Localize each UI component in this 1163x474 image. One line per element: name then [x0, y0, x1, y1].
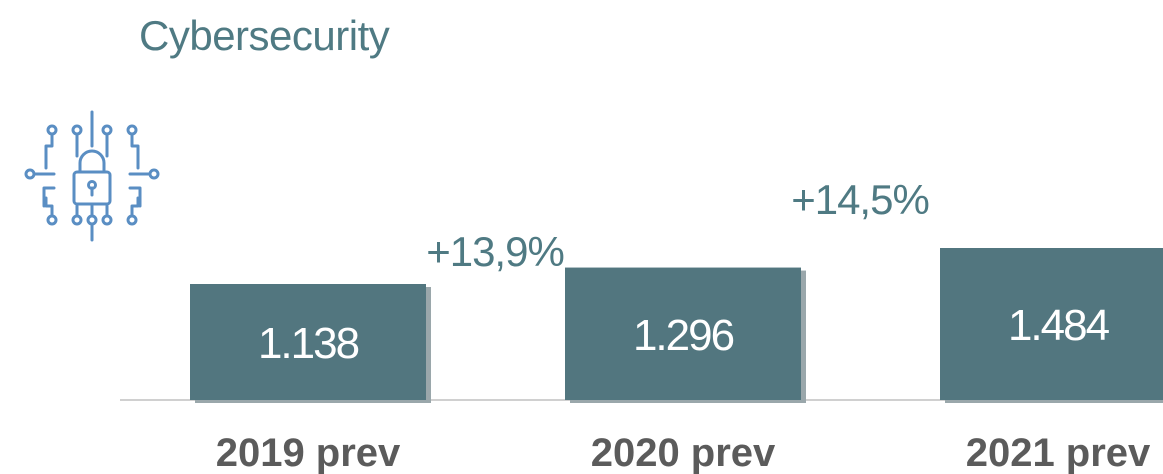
x-tick-label: 2019 prev	[216, 431, 401, 474]
x-tick-label: 2021 prev	[966, 431, 1151, 474]
bar-value-label: 1.138	[258, 319, 359, 368]
circuit-lock-icon	[22, 108, 162, 244]
bar-value-label: 1.484	[1008, 301, 1110, 350]
growth-annotation: +13,9%	[426, 228, 564, 275]
bar	[940, 248, 1163, 400]
growth-annotation: +14,5%	[791, 176, 929, 223]
page-title: Cybersecurity	[139, 12, 390, 59]
bar	[190, 284, 426, 400]
bar-value-label: 1.296	[633, 311, 734, 360]
bar	[565, 267, 801, 400]
x-tick-label: 2020 prev	[591, 431, 776, 474]
